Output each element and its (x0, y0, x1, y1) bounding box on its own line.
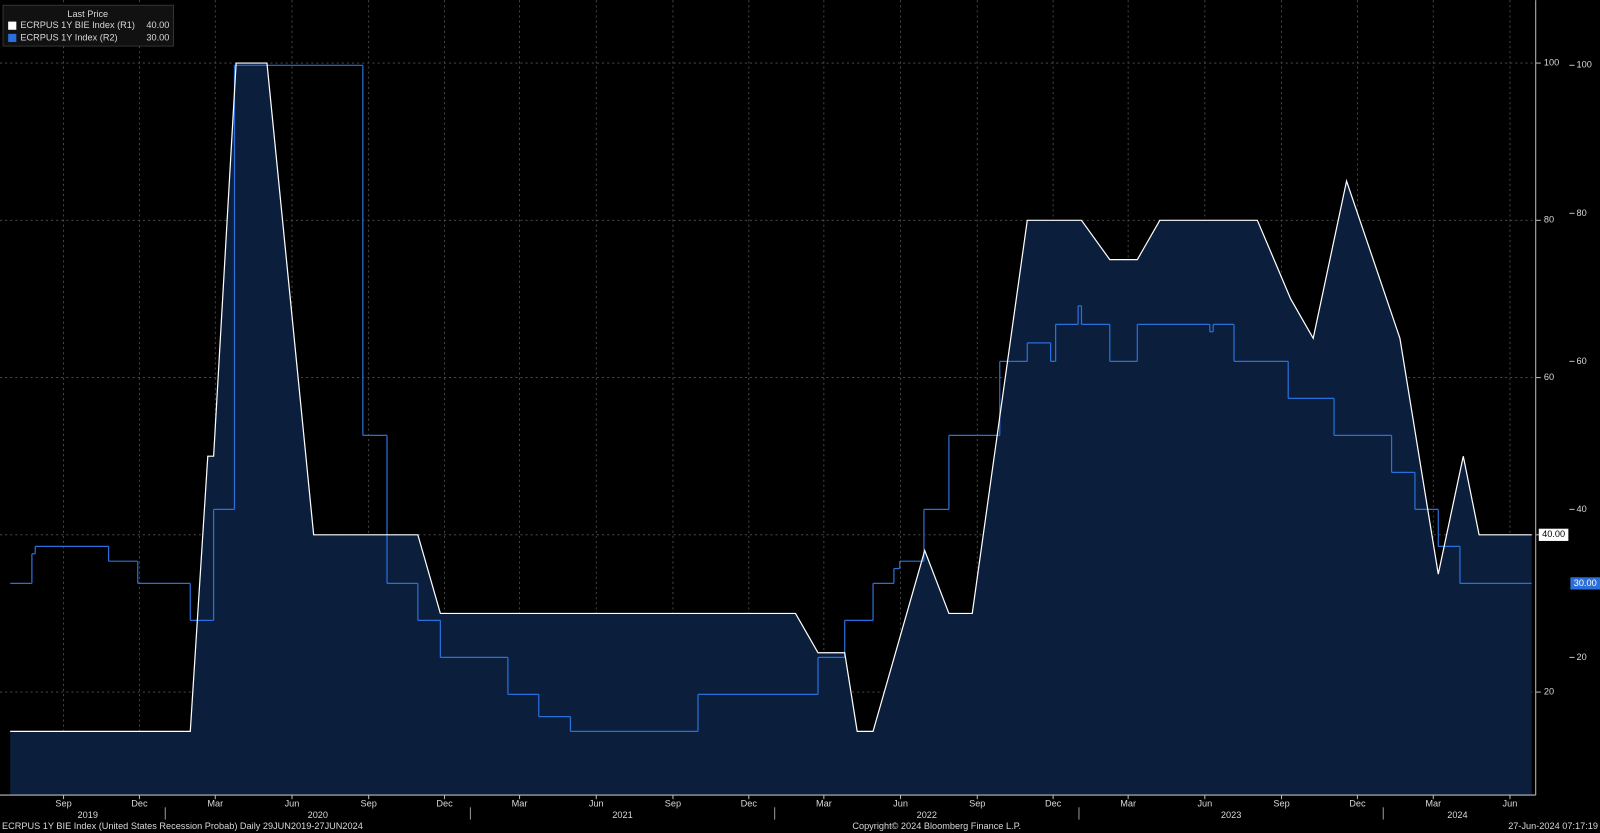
line (10, 62, 1532, 732)
legend-title: Last Price (67, 9, 108, 19)
y2-tick-label: 100 (1577, 60, 1592, 70)
y-tick-label: 80 (1544, 215, 1554, 225)
legend-swatch (8, 33, 17, 43)
y2-tick-label: 60 (1577, 356, 1587, 366)
last-value-tag (1570, 577, 1600, 590)
area (10, 63, 1532, 796)
year-label: 2023 (1221, 810, 1241, 820)
x-tick-label: Sep (361, 799, 377, 809)
x-tick-label: Jun (285, 799, 300, 809)
last-value-tag (1538, 528, 1569, 541)
y2-tick-label: 40 (1577, 504, 1587, 514)
x-tick-label: Sep (1273, 799, 1289, 809)
last-value-label: 30.00 (1574, 578, 1597, 588)
legend-label: ECRPUS 1Y Index (R2) (20, 32, 117, 42)
x-tick-label: Sep (55, 799, 71, 809)
x-tick-label: Jun (589, 799, 604, 809)
year-label: 2024 (1447, 810, 1467, 820)
x-tick-label: Mar (816, 799, 832, 809)
x-tick-label: Jun (1197, 799, 1212, 809)
y-tick-label: 60 (1544, 372, 1554, 382)
legend-value: 30.00 (146, 32, 169, 42)
x-tick-label: Jun (1503, 799, 1518, 809)
x-tick-label: Mar (1120, 799, 1136, 809)
year-label: 2019 (78, 810, 98, 820)
x-tick-label: Mar (207, 799, 223, 809)
x-tick-label: Dec (741, 799, 758, 809)
y2-tick-label: 80 (1577, 208, 1587, 218)
x-tick-label: Jun (893, 799, 908, 809)
legend-swatch (8, 21, 17, 30)
x-tick-label: Dec (1045, 799, 1062, 809)
footer-center: Copyright© 2024 Bloomberg Finance L.P. (852, 821, 1021, 831)
footer-right: 27-Jun-2024 07:17:19 (1508, 821, 1598, 831)
legend-label: ECRPUS 1Y BIE Index (R1) (20, 20, 135, 30)
year-label: 2021 (612, 810, 632, 820)
x-tick-label: Dec (436, 799, 453, 809)
y2-tick-label: 20 (1577, 652, 1587, 662)
year-label: 2022 (917, 810, 937, 820)
year-label: 2020 (308, 810, 328, 820)
footer-left: ECRPUS 1Y BIE Index (United States Reces… (2, 821, 363, 831)
x-tick-label: Sep (665, 799, 681, 809)
x-tick-label: Mar (1425, 799, 1441, 809)
x-tick-label: Sep (969, 799, 985, 809)
y-tick-label: 100 (1544, 57, 1559, 67)
x-tick-label: Dec (1349, 799, 1366, 809)
x-tick-label: Mar (512, 799, 528, 809)
x-tick-label: Dec (131, 799, 148, 809)
legend-box (2, 4, 174, 47)
last-value-label: 40.00 (1542, 529, 1565, 539)
legend-value: 40.00 (146, 20, 169, 30)
y-tick-label: 20 (1544, 686, 1554, 696)
